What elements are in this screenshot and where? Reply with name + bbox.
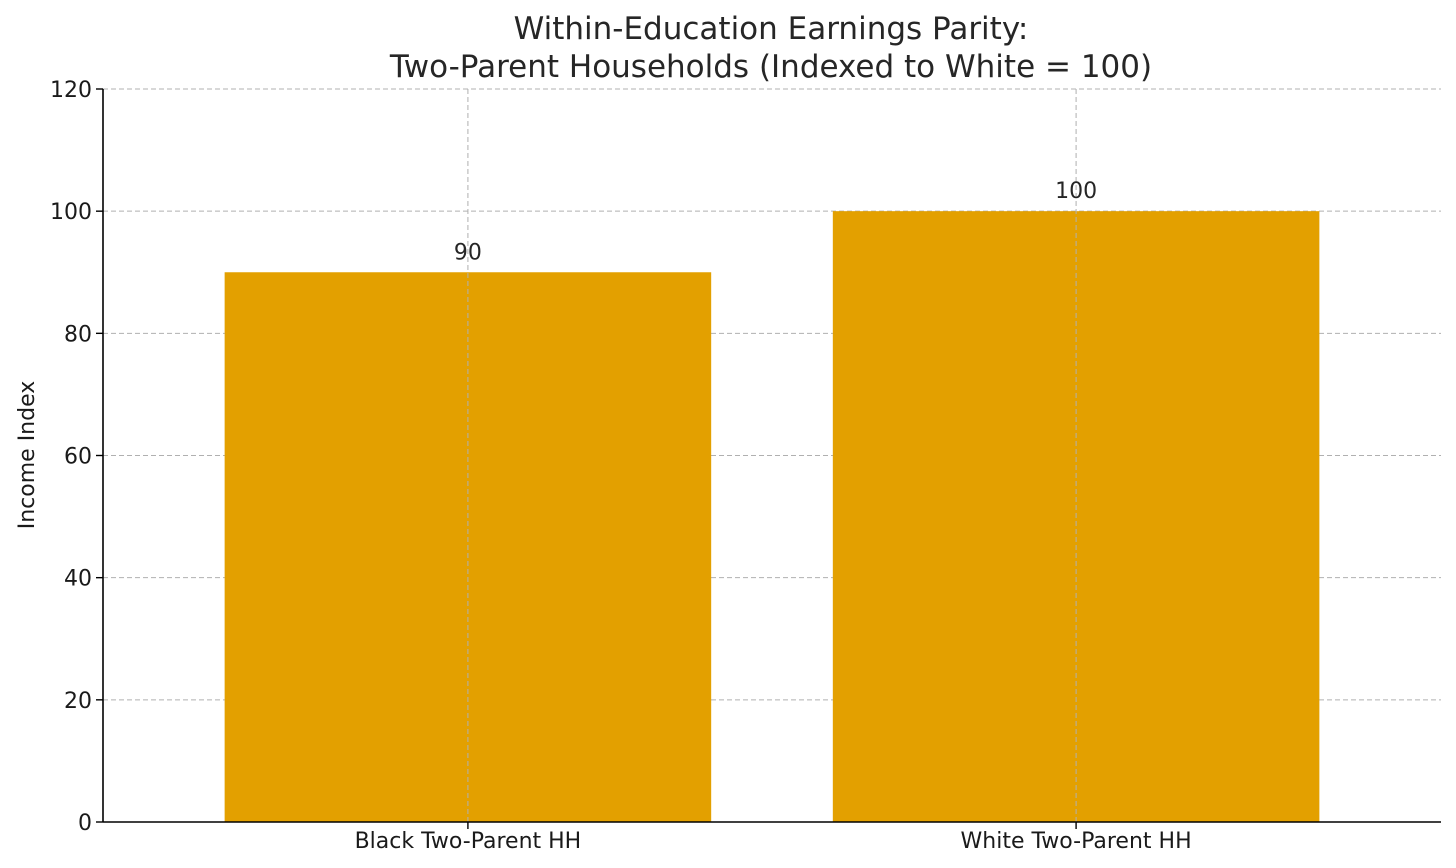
y-tick-label: 60 — [64, 445, 92, 470]
bar-value-label: 90 — [454, 240, 482, 265]
y-tick-label: 80 — [64, 322, 92, 347]
x-axis-ticks: Black Two-Parent HH White Two-Parent HH — [355, 822, 1192, 854]
bar-value-label: 100 — [1055, 179, 1097, 204]
chart-title-line-1: Within-Education Earnings Parity: — [514, 11, 1029, 47]
y-tick-label: 0 — [78, 811, 92, 836]
chart-title-line-2: Two-Parent Households (Indexed to White … — [389, 49, 1152, 85]
y-tick-label: 20 — [64, 689, 92, 714]
x-tick-label: Black Two-Parent HH — [355, 829, 582, 854]
y-tick-label: 100 — [50, 200, 92, 225]
y-tick-label: 40 — [64, 567, 92, 592]
x-tick-label: White Two-Parent HH — [961, 829, 1192, 854]
bars — [224, 211, 1320, 822]
data-labels: 90 100 — [454, 179, 1097, 265]
chart-title: Within-Education Earnings Parity: Two-Pa… — [389, 11, 1152, 85]
vertical-gridlines — [467, 89, 1077, 822]
y-axis-ticks: 0 20 40 60 80 100 120 — [50, 78, 103, 836]
y-axis-label: Income Index — [15, 381, 40, 530]
y-tick-label: 120 — [50, 78, 92, 103]
